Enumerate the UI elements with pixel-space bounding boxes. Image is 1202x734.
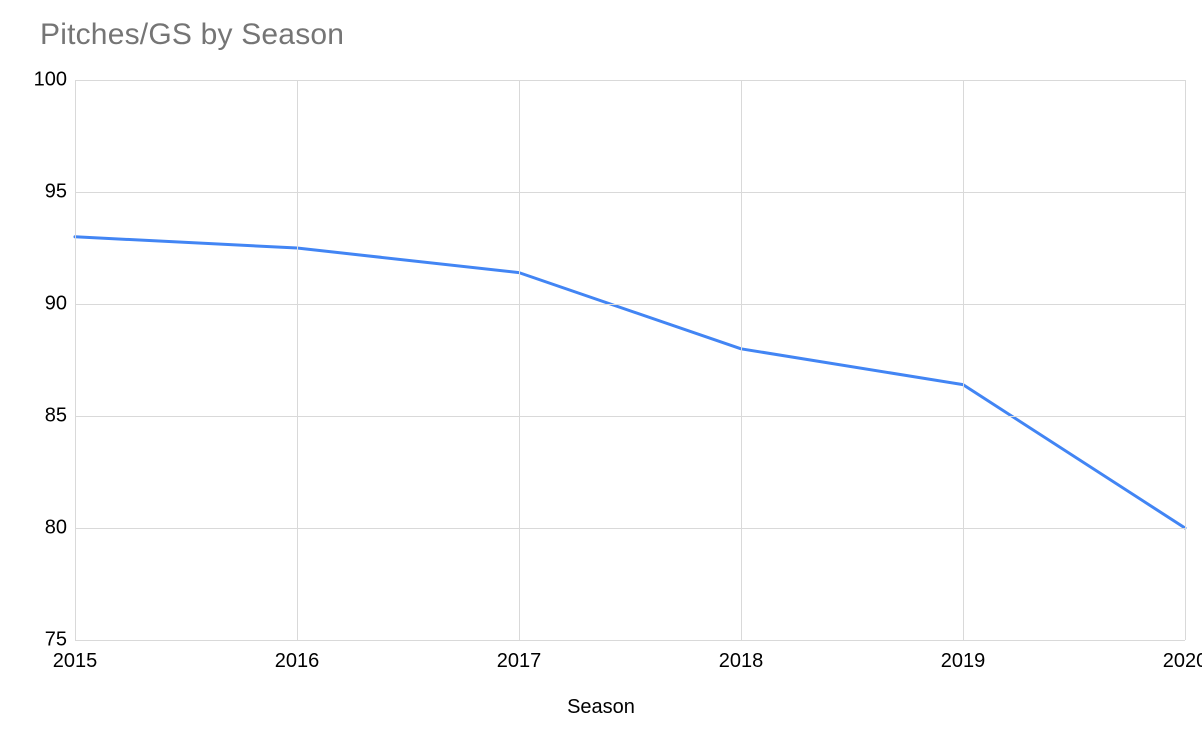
gridline-vertical: [741, 80, 742, 640]
x-tick-label: 2017: [479, 650, 559, 673]
gridline-horizontal: [75, 640, 1185, 641]
x-tick-label: 2018: [701, 650, 781, 673]
gridline-horizontal: [75, 80, 1185, 81]
gridline-vertical: [963, 80, 964, 640]
x-tick-label: 2015: [35, 650, 115, 673]
y-tick-label: 80: [7, 517, 67, 540]
gridline-vertical: [297, 80, 298, 640]
data-line: [75, 237, 1185, 528]
gridline-vertical: [519, 80, 520, 640]
gridline-vertical: [75, 80, 76, 640]
y-tick-label: 90: [7, 293, 67, 316]
line-series: [75, 80, 1185, 640]
gridline-horizontal: [75, 192, 1185, 193]
y-tick-label: 95: [7, 181, 67, 204]
x-tick-label: 2020: [1145, 650, 1202, 673]
x-tick-label: 2019: [923, 650, 1003, 673]
gridline-vertical: [1185, 80, 1186, 640]
chart-title: Pitches/GS by Season: [40, 18, 344, 52]
y-tick-label: 100: [7, 69, 67, 92]
y-tick-label: 85: [7, 405, 67, 428]
chart-container: Pitches/GS by Season Season 75 80 85 90 95 10…: [0, 0, 1202, 734]
x-tick-label: 2016: [257, 650, 337, 673]
plot-area: [75, 80, 1186, 640]
gridline-horizontal: [75, 416, 1185, 417]
x-axis-title: Season: [0, 696, 1202, 719]
gridline-horizontal: [75, 528, 1185, 529]
gridline-horizontal: [75, 304, 1185, 305]
y-tick-label: 75: [7, 629, 67, 652]
